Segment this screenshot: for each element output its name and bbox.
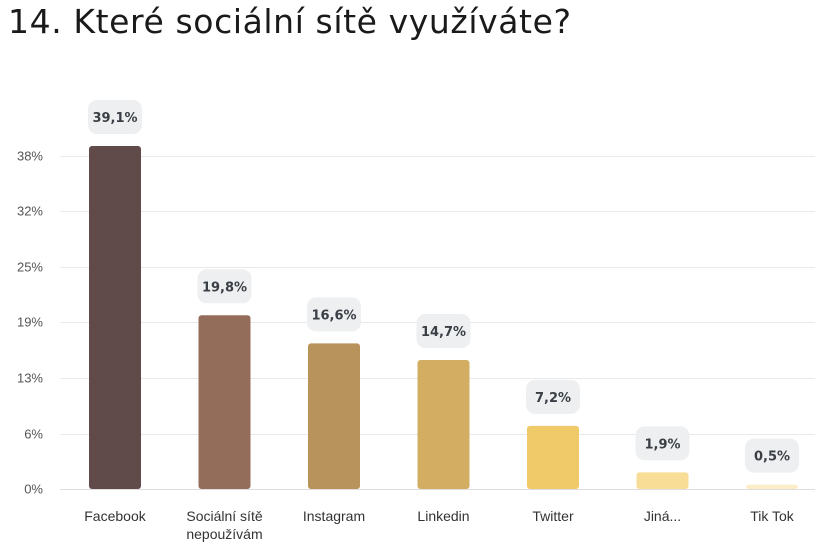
x-axis-ticks: Facebook Sociální sítě nepoužívám Instagram… (84, 508, 795, 542)
data-label: 39,1% (92, 111, 137, 126)
data-label-bubble (307, 297, 361, 332)
data-label-bubble (526, 379, 580, 414)
y-tick-label: 13% (17, 371, 43, 386)
data-label-bubble (197, 269, 252, 304)
data-label: 1,9% (644, 437, 680, 452)
bar (89, 146, 141, 489)
bars (89, 146, 798, 489)
y-axis-ticks: 0% 6% 13% 19% 25% 32% 38% (17, 149, 43, 497)
x-tick-label: Twitter (532, 508, 574, 524)
x-tick-label: Instagram (303, 508, 365, 524)
x-tick-label: nepoužívám (186, 526, 262, 542)
bar (198, 315, 251, 489)
bar (636, 472, 689, 489)
data-label: 14,7% (421, 325, 466, 340)
y-tick-label: 0% (24, 482, 43, 497)
y-tick-label: 25% (17, 260, 43, 275)
x-tick-label: Linkedin (417, 508, 469, 524)
x-tick-label: Tik Tok (750, 508, 795, 524)
y-tick-label: 6% (24, 427, 43, 442)
data-label-bubble (745, 438, 799, 473)
y-tick-label: 32% (17, 204, 43, 219)
bar (308, 343, 360, 489)
data-label: 0,5% (754, 450, 790, 465)
data-label-bubble (88, 100, 142, 134)
data-label: 16,6% (311, 308, 356, 323)
data-label: 7,2% (535, 391, 571, 406)
bar (746, 484, 798, 489)
y-tick-label: 19% (17, 315, 43, 330)
data-labels: 39,1% 19,8% 16,6% 14,7% 7,2% 1,9% 0,5% (88, 100, 799, 473)
x-tick-label: Sociální sítě (186, 508, 262, 524)
chart-title: 14. Které sociální sítě využíváte? (8, 2, 572, 41)
x-tick-label: Jiná... (644, 508, 681, 524)
y-tick-label: 38% (17, 149, 43, 164)
data-label-bubble (635, 426, 690, 461)
data-label: 19,8% (202, 280, 247, 295)
bar (527, 425, 579, 489)
bar (417, 360, 470, 489)
x-tick-label: Facebook (84, 508, 146, 524)
data-label-bubble (416, 314, 471, 349)
